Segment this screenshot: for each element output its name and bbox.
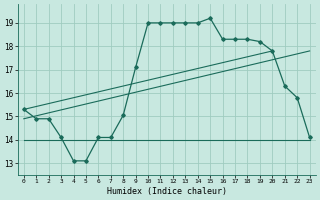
X-axis label: Humidex (Indice chaleur): Humidex (Indice chaleur) bbox=[107, 187, 227, 196]
